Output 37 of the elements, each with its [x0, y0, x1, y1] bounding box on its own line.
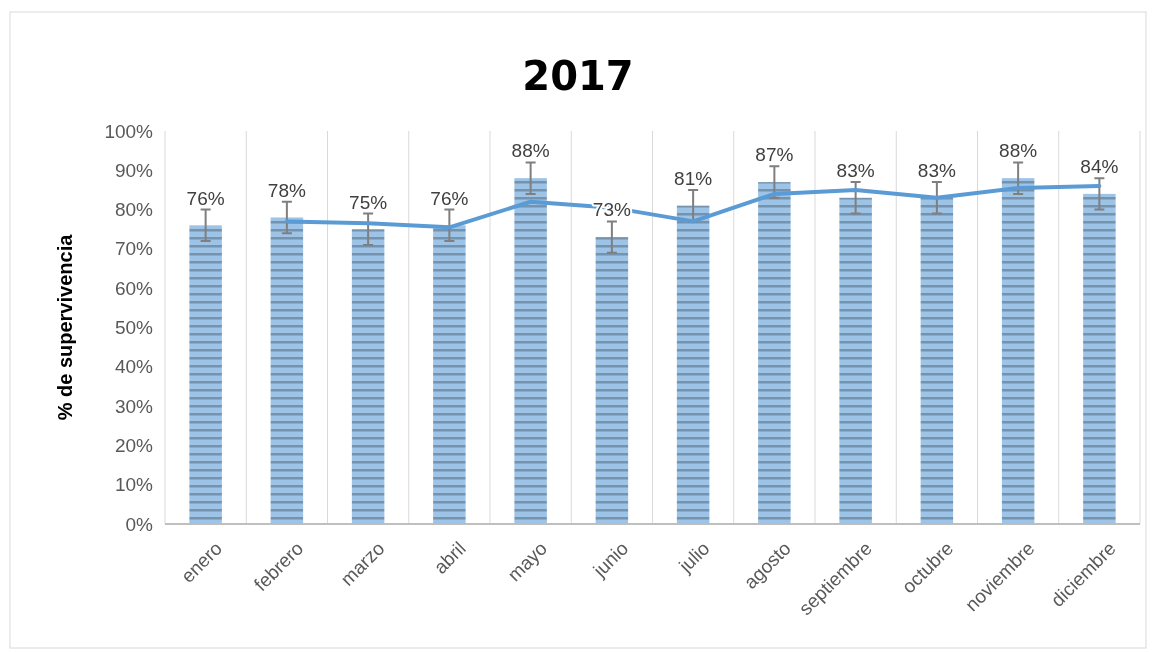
y-tick-label: 100% — [104, 120, 154, 142]
y-axis-title: % de supervivencia — [54, 233, 76, 421]
bar — [351, 229, 385, 524]
data-label: 76% — [430, 187, 469, 209]
y-tick-label: 60% — [114, 277, 154, 299]
bar — [595, 237, 629, 524]
bar — [839, 197, 872, 524]
y-tick-label: 30% — [114, 395, 154, 417]
bar — [514, 178, 547, 524]
data-label: 78% — [267, 179, 306, 201]
data-label: 88% — [511, 140, 550, 162]
bar — [1083, 193, 1116, 524]
bar — [433, 225, 466, 524]
y-tick-label: 20% — [114, 434, 154, 456]
bar — [758, 182, 791, 524]
y-tick-label: 90% — [114, 159, 154, 181]
data-label: 88% — [999, 140, 1038, 162]
data-label: 83% — [836, 160, 875, 182]
data-label: 81% — [674, 167, 713, 189]
y-tick-label: 50% — [114, 317, 154, 339]
y-tick-label: 70% — [114, 238, 154, 260]
bar — [270, 217, 304, 524]
bar — [189, 225, 222, 524]
data-label: 84% — [1080, 156, 1119, 178]
bar — [1001, 178, 1035, 524]
x-tick-label: julio — [674, 537, 714, 578]
y-tick-label: 80% — [114, 199, 154, 221]
bar — [676, 205, 710, 524]
bar — [920, 197, 954, 524]
y-tick-label: 40% — [114, 356, 154, 378]
y-tick-label: 10% — [114, 474, 154, 496]
chart-title: 2017 — [522, 53, 634, 99]
data-label: 75% — [349, 191, 388, 213]
y-tick-label: 0% — [125, 513, 154, 535]
data-label: 87% — [755, 144, 794, 166]
data-label: 83% — [917, 160, 956, 182]
data-label: 76% — [186, 187, 225, 209]
